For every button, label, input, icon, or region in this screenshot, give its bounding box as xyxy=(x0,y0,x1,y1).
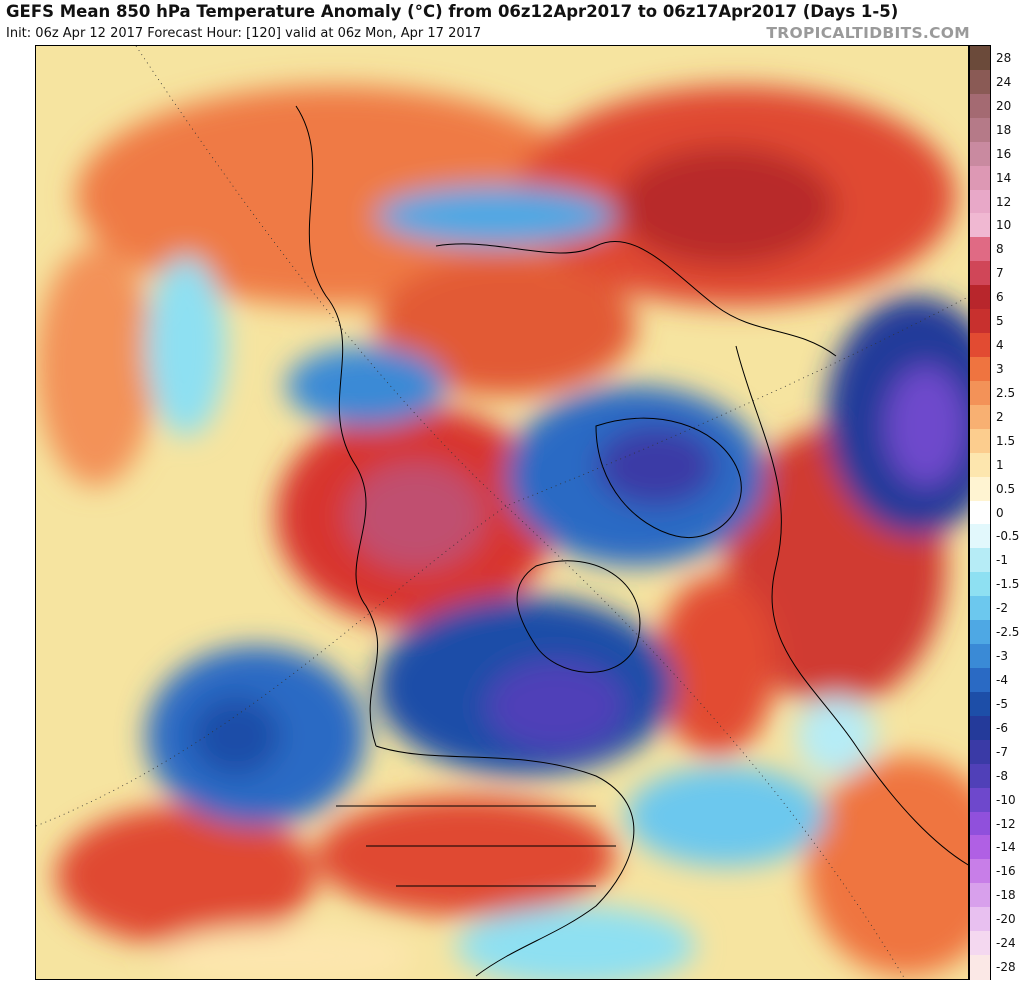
colorbar-swatch xyxy=(970,213,990,238)
colorbar-label: 1 xyxy=(996,457,1004,472)
colorbar-label: -4 xyxy=(996,672,1008,687)
colorbar-swatch xyxy=(970,548,990,573)
colorbar-swatch xyxy=(970,309,990,334)
colorbar-label: 14 xyxy=(996,170,1012,185)
colorbar-swatch xyxy=(970,189,990,215)
colorbar-swatch xyxy=(970,285,990,310)
colorbar-label: 2 xyxy=(996,409,1004,424)
colorbar-label: 3 xyxy=(996,361,1004,376)
colorbar-swatch xyxy=(970,380,990,406)
colorbar-swatch xyxy=(970,787,990,813)
colorbar-label: -0.5 xyxy=(996,529,1020,544)
colorbar-swatch xyxy=(970,931,990,956)
colorbar-swatch xyxy=(970,691,990,717)
colorbar-swatch xyxy=(970,93,990,119)
colorbar-label: 10 xyxy=(996,218,1012,233)
map-title: GEFS Mean 850 hPa Temperature Anomaly (°… xyxy=(6,2,899,21)
colorbar-label: -10 xyxy=(996,792,1016,807)
colorbar-label: 1.5 xyxy=(996,433,1016,448)
colorbar-label: -1.5 xyxy=(996,577,1020,592)
colorbar-swatch xyxy=(970,46,990,71)
colorbar-swatch xyxy=(970,524,990,549)
colorbar-label: -12 xyxy=(996,816,1016,831)
colorbar-label: -14 xyxy=(996,840,1016,855)
colorbar-swatch xyxy=(970,165,990,191)
colorbar-label: 12 xyxy=(996,194,1012,209)
colorbar-label: 20 xyxy=(996,98,1012,113)
colorbar-swatch xyxy=(970,668,990,693)
colorbar-swatch xyxy=(970,715,990,741)
anomaly-map xyxy=(35,45,969,980)
colorbar-swatch xyxy=(970,476,990,502)
colorbar-label: -3 xyxy=(996,649,1008,664)
colorbar-label: -16 xyxy=(996,864,1016,879)
colorbar-label: 5 xyxy=(996,314,1004,329)
colorbar-swatch xyxy=(970,404,990,430)
colorbar-label: -2.5 xyxy=(996,625,1020,640)
colorbar-label: 28 xyxy=(996,50,1012,65)
anomaly-map-canvas xyxy=(36,46,968,979)
colorbar-swatch xyxy=(970,859,990,884)
colorbar-swatch xyxy=(970,572,990,597)
colorbar-label: -5 xyxy=(996,696,1008,711)
colorbar-swatch xyxy=(970,955,990,980)
colorbar-swatch xyxy=(970,644,990,669)
colorbar-swatch xyxy=(970,763,990,789)
colorbar-swatch xyxy=(970,261,990,286)
colorbar-label: 7 xyxy=(996,266,1004,281)
colorbar-swatch xyxy=(970,428,990,454)
colorbar-swatch xyxy=(970,69,990,95)
colorbar-label: 0 xyxy=(996,505,1004,520)
colorbar-label: -18 xyxy=(996,888,1016,903)
colorbar-swatch xyxy=(970,500,990,526)
colorbar-label: -8 xyxy=(996,768,1008,783)
colorbar-label: -2 xyxy=(996,601,1008,616)
colorbar-label: -20 xyxy=(996,912,1016,927)
colorbar-label: 6 xyxy=(996,290,1004,305)
colorbar-swatch xyxy=(970,237,990,262)
colorbar-label: 24 xyxy=(996,74,1012,89)
brand-watermark: TROPICALTIDBITS.COM xyxy=(766,24,970,42)
colorbar-label: 18 xyxy=(996,122,1012,137)
colorbar-swatch xyxy=(970,739,990,765)
colorbar-swatch xyxy=(970,333,990,358)
colorbar-swatch xyxy=(970,141,990,167)
colorbar-swatch xyxy=(970,620,990,645)
colorbar-label: 0.5 xyxy=(996,481,1016,496)
colorbar-swatch xyxy=(970,117,990,143)
colorbar-label: -24 xyxy=(996,936,1016,951)
colorbar-label: 2.5 xyxy=(996,385,1016,400)
colorbar-label: -28 xyxy=(996,960,1016,975)
colorbar-swatch xyxy=(970,835,990,860)
colorbar-label: -7 xyxy=(996,744,1008,759)
colorbar xyxy=(969,45,991,980)
colorbar-label: 8 xyxy=(996,242,1004,257)
colorbar-label: 16 xyxy=(996,146,1012,161)
colorbar-swatch xyxy=(970,452,990,478)
colorbar-swatch xyxy=(970,596,990,621)
colorbar-swatch xyxy=(970,907,990,932)
colorbar-label: 4 xyxy=(996,338,1004,353)
colorbar-label: -1 xyxy=(996,553,1008,568)
colorbar-swatch xyxy=(970,811,990,837)
colorbar-swatch xyxy=(970,357,990,382)
map-subtitle: Init: 06z Apr 12 2017 Forecast Hour: [12… xyxy=(6,26,482,41)
colorbar-swatch xyxy=(970,883,990,908)
colorbar-label: -6 xyxy=(996,720,1008,735)
